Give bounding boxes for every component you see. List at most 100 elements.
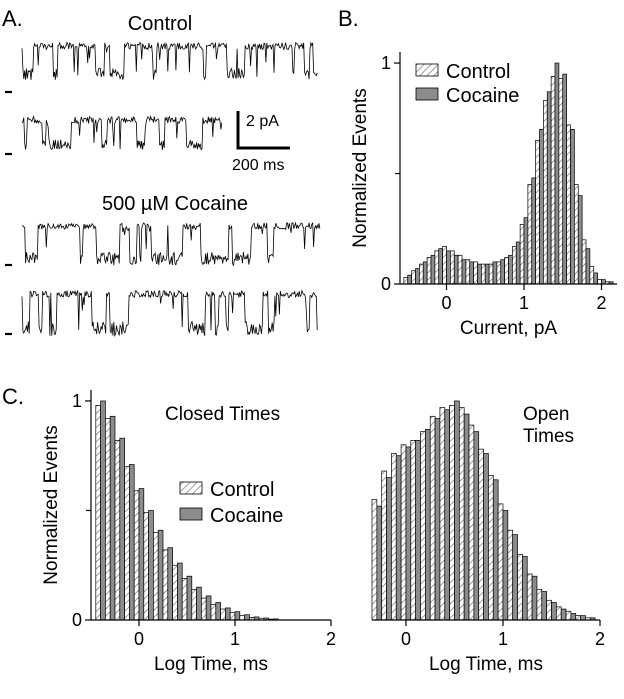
control-trace-title: Control [128, 13, 192, 35]
bar-control [488, 475, 494, 621]
bar-control [371, 499, 378, 621]
bar-control [420, 431, 426, 621]
bar-control [162, 549, 169, 621]
bar-control [507, 529, 514, 621]
bar-control [403, 277, 409, 285]
scale-bar: 2 pA 200 ms [232, 111, 290, 174]
x-tick-label: 2 [326, 629, 336, 649]
bar-control [517, 553, 523, 621]
bar-control [597, 279, 602, 285]
bar-cocaine [415, 440, 421, 621]
bar-control [488, 263, 494, 285]
panel-a: A. Control 500 µM Cocaine 2 pA 200 ms [2, 6, 321, 337]
bar-control [465, 259, 471, 285]
bar-cocaine [407, 274, 412, 285]
bar-cocaine [454, 400, 460, 621]
bar-cocaine [554, 62, 560, 285]
chart-title: Open Times [523, 404, 574, 447]
bar-cocaine [109, 415, 116, 621]
panel-c-letter: C. [2, 384, 24, 409]
bar-control [426, 257, 432, 285]
current-trace-1 [21, 41, 318, 81]
bar-control [449, 404, 455, 621]
legend-label-cocaine: Cocaine [210, 505, 283, 527]
bar-cocaine [500, 259, 505, 285]
bar-cocaine [492, 479, 499, 621]
bar-control [419, 263, 424, 285]
y-tick-label: 0 [381, 274, 391, 294]
panel-b: B. 0 1 2 0 1 Current, pA Normalized Events Cont… [338, 6, 617, 339]
bar-cocaine [562, 73, 567, 285]
bar-cocaine [560, 608, 567, 621]
bar-control [133, 490, 140, 621]
bar-cocaine [570, 613, 577, 621]
chart-title: Closed Times [165, 404, 280, 425]
bar-control [105, 418, 111, 621]
current-trace-2 [21, 115, 223, 151]
bar-control [229, 611, 236, 621]
bar-cocaine [446, 250, 451, 285]
bar-control [381, 470, 387, 621]
y-axis-label: Normalized Events [41, 425, 62, 584]
bar-control [558, 78, 564, 285]
scale-current-label: 2 pA [246, 113, 279, 130]
bar-control [555, 606, 562, 621]
closed-times-histogram: 0 1 2 0 1 Log Time, ms Normalized Events Closed… [41, 390, 336, 675]
panel-a-letter: A. [2, 6, 23, 31]
bar-control [550, 75, 556, 285]
bar-cocaine [515, 241, 521, 285]
bar-control [400, 444, 407, 621]
bar-control [581, 239, 587, 285]
bar-control [239, 615, 245, 621]
x-tick-label: 0 [134, 629, 144, 649]
current-trace-3 [22, 221, 321, 267]
bar-cocaine [205, 595, 212, 621]
bar-cocaine [430, 254, 436, 285]
bar-cocaine [119, 437, 125, 621]
current-trace-4 [21, 289, 318, 337]
bar-control [546, 599, 552, 621]
current-traces [5, 41, 321, 337]
bar-control [519, 223, 525, 285]
y-tick-label: 1 [381, 53, 391, 73]
bar-cocaine [434, 418, 441, 621]
bar-control [434, 250, 440, 285]
bar-cocaine [492, 261, 498, 285]
bar-cocaine [463, 413, 470, 621]
x-axis-label: Log Time, ms [154, 654, 268, 675]
bar-control [114, 440, 121, 621]
x-tick-label: 1 [230, 629, 240, 649]
current-histogram: 0 1 2 0 1 Current, pA Normalized Events Control… [350, 52, 617, 339]
panel-b-letter: B. [338, 6, 359, 31]
bar-cocaine [148, 510, 154, 621]
cocaine-trace-title: 500 µM Cocaine [102, 193, 248, 215]
bar-control [481, 263, 486, 285]
bar-control [442, 246, 447, 285]
bar-control [504, 257, 509, 285]
bar-control [536, 588, 543, 621]
bar-control [429, 415, 436, 621]
bar-control [210, 604, 217, 621]
bar-control [201, 597, 207, 621]
bar-cocaine [551, 602, 557, 621]
bar-cocaine [539, 128, 544, 285]
legend-label-control: Control [210, 479, 274, 501]
bar-control [411, 270, 416, 285]
bar-cocaine [215, 602, 221, 621]
bar-cocaine [177, 562, 183, 621]
bar-cocaine [531, 575, 538, 621]
bar-cocaine [522, 556, 528, 621]
x-axis-label: Current, pA [460, 318, 557, 339]
bar-control [220, 608, 226, 621]
bar-cocaine [234, 611, 241, 621]
scale-time-label: 200 ms [232, 157, 284, 174]
open-times-histogram: 0 1 2 Log Time, ms Open Times [371, 400, 605, 675]
x-tick-label: 1 [519, 293, 529, 313]
bar-control [527, 184, 533, 285]
bar-cocaine [570, 128, 575, 285]
bar-cocaine [531, 177, 536, 285]
bar-control [526, 573, 533, 621]
x-tick-label: 1 [498, 629, 508, 649]
bar-cocaine [477, 263, 482, 285]
